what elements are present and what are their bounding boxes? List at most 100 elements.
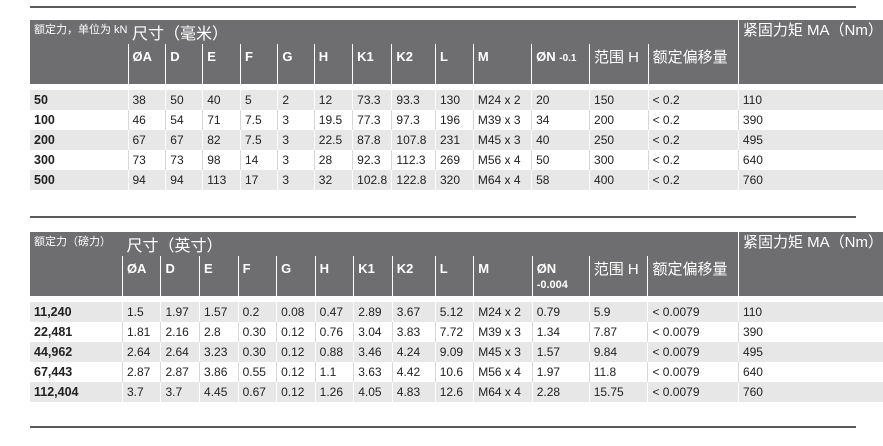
table-cell: 0.88 xyxy=(314,342,354,362)
table-row: 100 46 54 71 7.5 3 19.5 77.3 97.3 196 M39 x 3 34 200… xyxy=(30,110,883,130)
imperial-table-body: 11,240 1.5 1.97 1.57 0.2 0.08 0.47 2.89 3.67 5.12… xyxy=(30,296,883,402)
table-cell: 40 xyxy=(202,90,241,110)
table-cell: 231 xyxy=(435,130,474,150)
bottom-rule xyxy=(30,426,856,428)
table-cell: 3.23 xyxy=(199,342,239,362)
table-cell: 93.3 xyxy=(391,90,436,110)
rated-force-cell: 22,481 xyxy=(30,322,123,342)
rated-force-cell: 300 xyxy=(30,150,128,170)
table-cell: 0.76 xyxy=(314,322,354,342)
table-cell: 98 xyxy=(202,150,241,170)
table-cell: 1.26 xyxy=(314,382,354,402)
table-cell: 495 xyxy=(737,342,883,362)
table-cell: 200 xyxy=(589,110,649,130)
table-cell: 196 xyxy=(435,110,474,130)
table-cell: 2.8 xyxy=(199,322,239,342)
table-cell: 15.75 xyxy=(588,382,648,402)
table-cell: 2.64 xyxy=(121,342,161,362)
col-header-n-tolerance: -0.004 xyxy=(536,279,568,291)
table-cell: M56 x 4 xyxy=(473,362,533,382)
table-cell: 97.3 xyxy=(391,110,436,130)
table-cell: 40 xyxy=(531,130,590,150)
table-cell: 77.3 xyxy=(352,110,392,130)
header-gap xyxy=(30,296,883,302)
table-cell: 28 xyxy=(313,150,353,170)
table-cell: 3 xyxy=(277,110,315,130)
table-cell: < 0.0079 xyxy=(647,322,739,342)
table-cell: 640 xyxy=(737,150,883,170)
table-cell: 3.46 xyxy=(353,342,393,362)
table-cell: M64 x 4 xyxy=(473,382,533,402)
table-cell: 0.12 xyxy=(276,342,316,362)
table-cell: 5.9 xyxy=(588,302,648,322)
table-cell: M45 x 3 xyxy=(473,342,533,362)
table-cell: 12 xyxy=(313,90,353,110)
table-cell: 3.63 xyxy=(353,362,393,382)
metric-spec-table: 额定力，单位为 kN 尺寸（毫米） 紧固力矩 MA（Nm） ØA D E F G… xyxy=(30,20,883,190)
rated-force-cell: 200 xyxy=(30,130,128,150)
table-cell: 46 xyxy=(127,110,166,130)
table-cell: < 0.2 xyxy=(647,130,739,150)
table-cell: 73 xyxy=(127,150,166,170)
table-cell: 110 xyxy=(737,302,883,322)
table-cell: 7.87 xyxy=(588,322,648,342)
table-cell: M45 x 3 xyxy=(472,130,532,150)
table-cell: 130 xyxy=(435,90,474,110)
table-cell: 50 xyxy=(165,90,203,110)
table-cell: 3.83 xyxy=(391,322,436,342)
table-cell: 1.97 xyxy=(531,362,590,382)
imperial-corner-label: 额定力（磅力） xyxy=(30,232,123,296)
table-cell: 0.12 xyxy=(276,322,316,342)
table-row: 22,481 1.81 2.16 2.8 0.30 0.12 0.76 3.04 3.83 7.7… xyxy=(30,322,883,342)
table-cell: M56 x 4 xyxy=(472,150,532,170)
table-cell: M39 x 3 xyxy=(472,110,532,130)
table-cell: 3 xyxy=(277,150,315,170)
table-cell: 67 xyxy=(127,130,166,150)
top-rule xyxy=(30,6,856,8)
col-header-k2: K2 xyxy=(391,44,436,84)
table-cell: 82 xyxy=(202,130,241,150)
table-cell: 0.30 xyxy=(237,342,277,362)
table-cell: 67 xyxy=(165,130,203,150)
table-cell: 1.97 xyxy=(160,302,200,322)
table-cell: 9.84 xyxy=(588,342,648,362)
header-gap xyxy=(30,84,883,90)
table-cell: 300 xyxy=(589,150,649,170)
table-cell: 2.64 xyxy=(160,342,200,362)
table-cell: 0.12 xyxy=(276,362,316,382)
table-cell: M39 x 3 xyxy=(473,322,533,342)
table-cell: 1.57 xyxy=(531,342,590,362)
table-cell: 73 xyxy=(165,150,203,170)
col-header-a: ØA xyxy=(121,256,161,296)
table-row: 112,404 3.7 3.7 4.45 0.67 0.12 1.26 4.05 4.83 12.… xyxy=(30,382,883,402)
col-header-n: ØN -0.004 xyxy=(531,256,590,296)
col-header-n-label: ØN xyxy=(536,49,556,64)
col-header-g: G xyxy=(276,256,316,296)
table-cell: 73.3 xyxy=(352,90,392,110)
col-header-n-tolerance: -0.1 xyxy=(559,53,577,64)
table-cell: 94 xyxy=(127,170,166,190)
table-cell: < 0.2 xyxy=(647,90,739,110)
col-header-offset: 额定偏移量 xyxy=(647,256,739,296)
imperial-torque-label: 紧固力矩 MA（Nm） xyxy=(737,232,883,296)
col-header-offset: 额定偏移量 xyxy=(647,44,739,84)
table-cell: 0.55 xyxy=(237,362,277,382)
col-header-f: F xyxy=(239,44,278,84)
table-cell: 3.67 xyxy=(391,302,436,322)
table-cell: 3 xyxy=(277,170,315,190)
col-header-k2: K2 xyxy=(391,256,436,296)
table-cell: 102.8 xyxy=(352,170,392,190)
col-header-m: M xyxy=(472,44,532,84)
table-cell: 0.67 xyxy=(237,382,277,402)
table-cell: 0.47 xyxy=(314,302,354,322)
col-header-h: H xyxy=(314,256,354,296)
table-cell: 7.72 xyxy=(434,322,474,342)
table-cell: 71 xyxy=(202,110,241,130)
table-cell: 390 xyxy=(737,322,883,342)
table-cell: 10.6 xyxy=(434,362,474,382)
table-cell: 269 xyxy=(435,150,474,170)
rated-force-cell: 67,443 xyxy=(30,362,123,382)
table-row: 44,962 2.64 2.64 3.23 0.30 0.12 0.88 3.46 4.24 9.… xyxy=(30,342,883,362)
rated-force-cell: 11,240 xyxy=(30,302,123,322)
table-cell: 11.8 xyxy=(588,362,648,382)
